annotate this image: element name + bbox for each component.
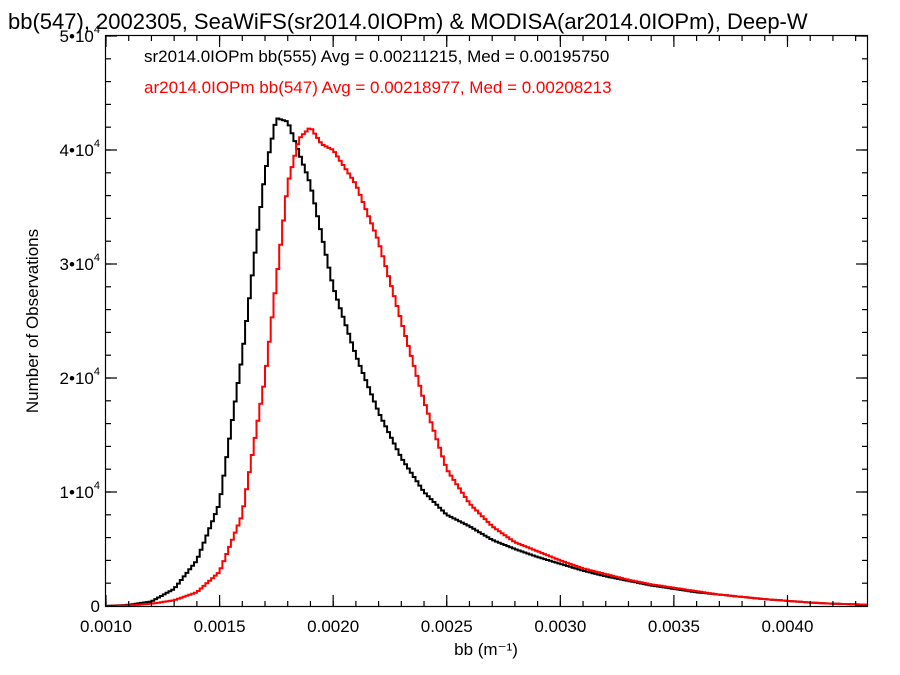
x-tick-label: 0.0030 (534, 617, 586, 636)
legend-series-1: sr2014.0IOPm bb(555) Avg = 0.00211215, M… (144, 47, 609, 66)
y-tick-label: 2•104 (60, 366, 100, 388)
y-tick-label: 1•104 (60, 480, 100, 502)
chart-title: bb(547), 2002305, SeaWiFS(sr2014.0IOPm) … (8, 9, 808, 34)
series-line-2 (106, 127, 867, 607)
y-axis-label: Number of Observations (23, 229, 42, 413)
y-tick-label: 0 (91, 597, 100, 616)
y-tick-label: 3•104 (60, 252, 100, 274)
x-tick-label: 0.0010 (80, 617, 132, 636)
x-tick-label: 0.0020 (307, 617, 359, 636)
x-axis-label: bb (m⁻¹) (454, 640, 518, 659)
x-tick-label: 0.0040 (761, 617, 813, 636)
x-tick-label: 0.0035 (648, 617, 700, 636)
x-tick-label: 0.0015 (194, 617, 246, 636)
y-tick-label: 4•104 (60, 138, 100, 160)
plot-frame (104, 34, 869, 608)
tick-labels: 0.0010 0.0015 0.0020 0.0025 0.0030 0.0035 0.00… (60, 24, 814, 636)
axis-ticks (105, 35, 867, 607)
series-line-1 (106, 117, 867, 607)
legend-series-2: ar2014.0IOPm bb(547) Avg = 0.00218977, M… (144, 78, 612, 97)
x-tick-label: 0.0025 (421, 617, 473, 636)
series-traces (106, 117, 867, 607)
y-tick-label: 5•104 (60, 24, 100, 46)
